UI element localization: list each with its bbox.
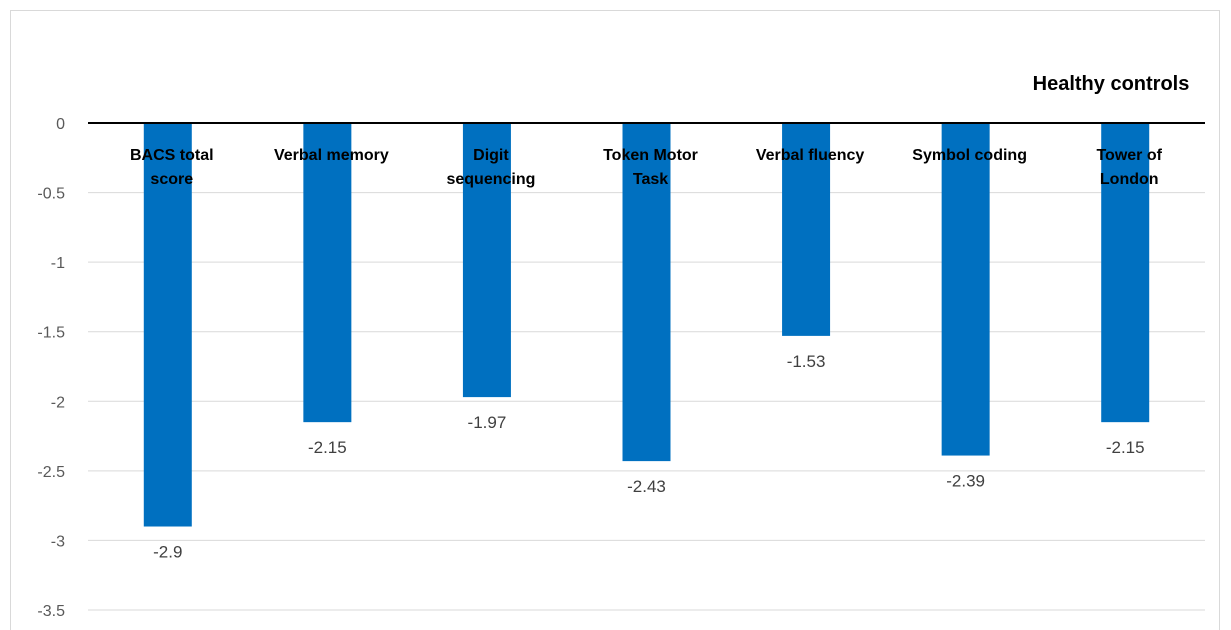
y-tick-label: -1 <box>51 255 65 272</box>
category-label-line: Tower of <box>1096 147 1162 164</box>
bar <box>941 123 990 456</box>
data-label: -2.39 <box>946 472 985 491</box>
bar <box>1101 123 1150 423</box>
data-label: -1.97 <box>468 413 507 432</box>
category-label-line: BACS total <box>130 147 214 164</box>
category-label-line: Verbal memory <box>274 147 389 164</box>
bar <box>782 123 831 336</box>
bar <box>462 123 511 398</box>
category-label-line: Digit <box>473 147 509 164</box>
y-tick-label: -0.5 <box>37 186 65 203</box>
category-label-line: Symbol coding <box>912 147 1027 164</box>
category-label: Verbal memory <box>274 147 389 164</box>
chart-frame <box>10 10 1220 630</box>
category-label: Digit sequencing <box>446 147 535 188</box>
data-label: -2.15 <box>1106 438 1145 457</box>
y-axis-ticks: 0 -0.5 -1 -1.5 -2 -2.5 -3 -3.5 <box>37 116 65 620</box>
category-label-line: score <box>150 171 193 188</box>
category-label-line: Task <box>633 171 668 188</box>
category-label-line: London <box>1100 171 1159 188</box>
bar <box>622 123 671 462</box>
data-label: -1.53 <box>787 352 826 371</box>
category-label: Tower of London <box>1096 147 1162 188</box>
y-tick-label: 0 <box>56 116 65 133</box>
y-tick-label: -1.5 <box>37 325 65 342</box>
y-tick-label: -2 <box>51 394 65 411</box>
data-label: -2.43 <box>627 477 666 496</box>
bar <box>143 123 192 527</box>
category-label: Symbol coding <box>912 147 1027 164</box>
category-label-line: Token Motor <box>603 147 698 164</box>
y-tick-label: -3 <box>51 533 65 550</box>
y-tick-label: -2.5 <box>37 464 65 481</box>
category-label-line: sequencing <box>446 171 535 188</box>
data-label: -2.15 <box>308 438 347 457</box>
chart-title: Healthy controls <box>1033 73 1190 95</box>
data-labels: -2.9 -2.15 -1.97 -2.43 -1.53 -2.39 -2.15 <box>153 352 1144 562</box>
category-labels: BACS total score Verbal memory Digit sequenc… <box>130 147 1163 188</box>
category-label: BACS total score <box>130 147 214 188</box>
data-label: -2.9 <box>153 543 182 562</box>
category-label: Token Motor Task <box>603 147 698 188</box>
y-tick-label: -3.5 <box>37 603 65 620</box>
category-label: Verbal fluency <box>756 147 865 164</box>
bars <box>143 123 1150 527</box>
category-label-line: Verbal fluency <box>756 147 865 164</box>
bar <box>303 123 352 423</box>
